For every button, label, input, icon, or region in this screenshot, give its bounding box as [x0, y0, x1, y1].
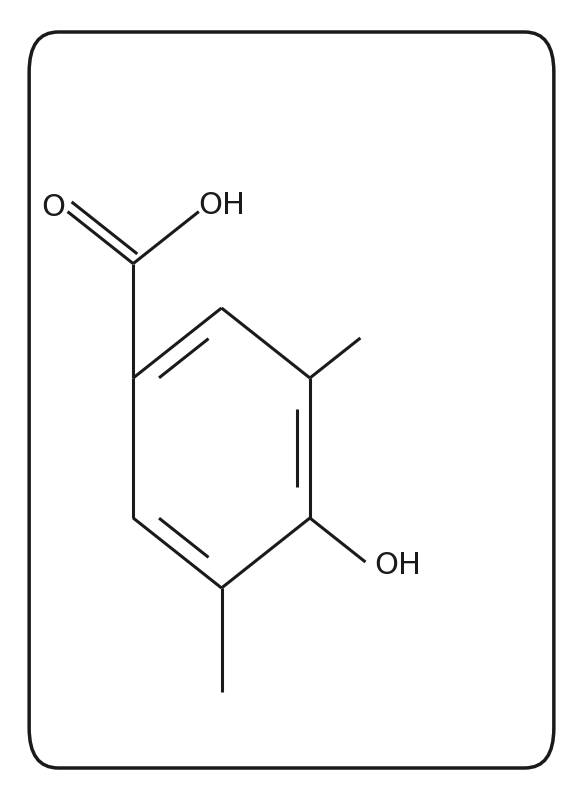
- FancyBboxPatch shape: [29, 32, 554, 768]
- Text: OH: OH: [199, 190, 245, 220]
- Text: O: O: [41, 193, 65, 222]
- Text: OH: OH: [374, 551, 421, 581]
